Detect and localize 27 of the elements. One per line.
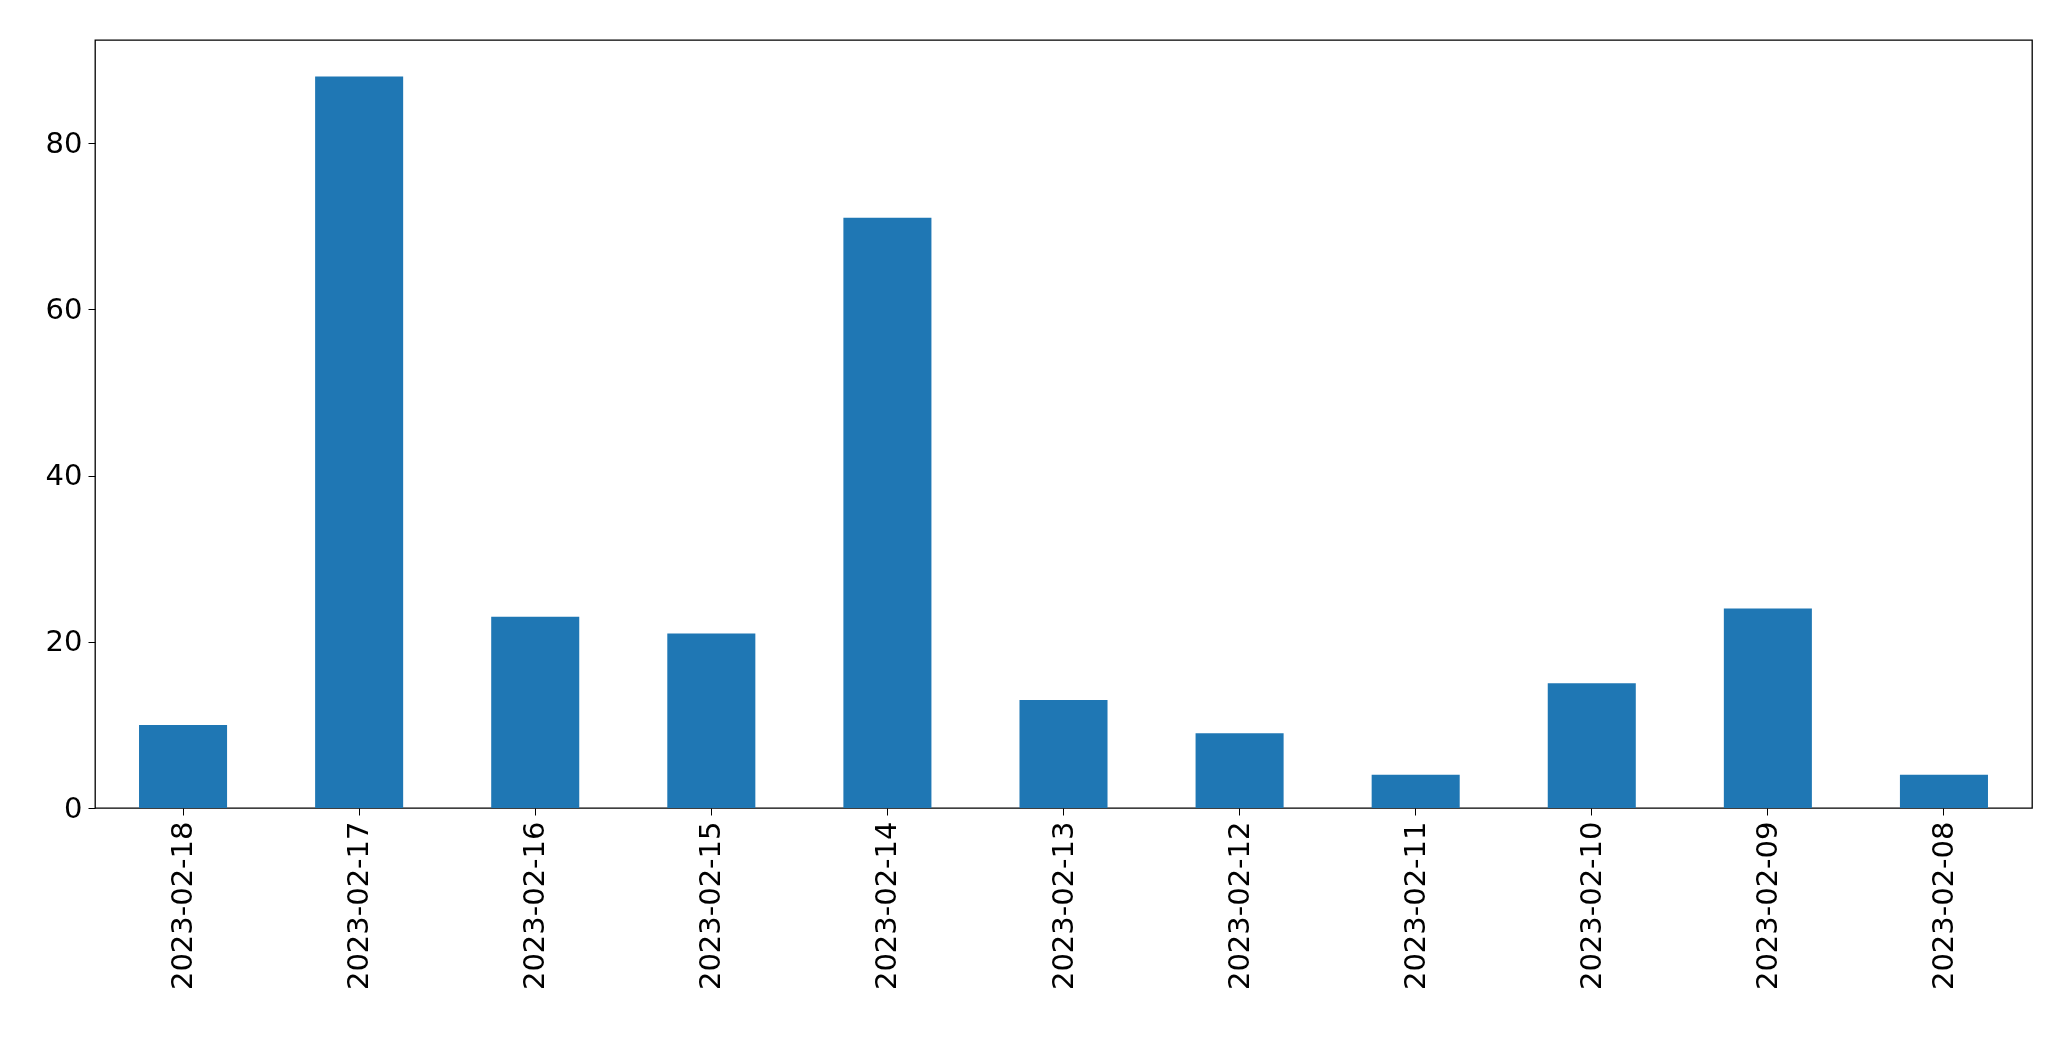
bar	[1195, 733, 1284, 808]
bar	[1371, 774, 1460, 808]
x-tick-label: 2023-02-10	[1573, 821, 1608, 991]
bar	[1723, 608, 1812, 808]
bar	[843, 217, 932, 808]
x-tick-label: 2023-02-16	[517, 821, 552, 991]
x-tick-label: 2023-02-13	[1045, 821, 1080, 991]
bar	[1547, 683, 1636, 808]
x-tick-label: 2023-02-11	[1397, 821, 1432, 991]
x-tick-label: 2023-02-09	[1749, 821, 1784, 991]
x-tick-label: 2023-02-17	[341, 821, 376, 991]
y-tick-label: 20	[45, 624, 83, 659]
x-tick-label: 2023-02-18	[165, 821, 200, 991]
bar	[667, 633, 756, 808]
bar	[491, 616, 580, 808]
y-tick-label: 0	[64, 790, 83, 825]
y-tick-label: 40	[45, 458, 83, 493]
x-tick-label: 2023-02-12	[1221, 821, 1256, 991]
bar	[315, 76, 404, 808]
x-tick-label: 2023-02-08	[1925, 821, 1960, 991]
bar	[1019, 699, 1108, 808]
y-tick-label: 80	[45, 125, 83, 160]
x-tick-label: 2023-02-15	[693, 821, 728, 991]
bar	[139, 724, 228, 808]
y-tick-label: 60	[45, 291, 83, 326]
x-tick-label: 2023-02-14	[869, 821, 904, 991]
bar	[1899, 774, 1988, 808]
